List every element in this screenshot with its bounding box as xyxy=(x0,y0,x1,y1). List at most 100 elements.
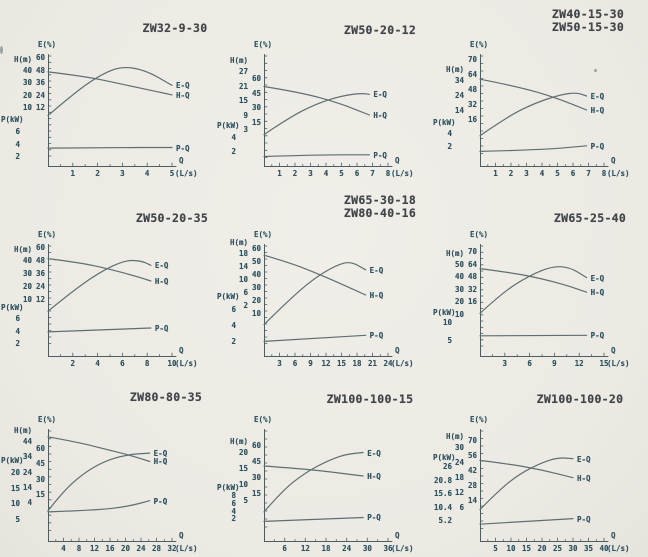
x-unit-label: (L/s) xyxy=(607,544,630,553)
h-axis-label: H(m) xyxy=(229,437,248,446)
chart-title: ZW80-80-35 xyxy=(86,391,246,404)
chart-title-line: ZW50-20-12 xyxy=(343,23,417,37)
curve-hq-line xyxy=(47,258,152,282)
e-axis-tick: 60 xyxy=(251,244,261,253)
e-axis-tick: 64 xyxy=(467,70,477,79)
axes xyxy=(48,244,177,357)
e-axis-tick: 40 xyxy=(251,270,261,279)
chart-title-line: ZW50-15-30 xyxy=(551,20,625,34)
curve-label-eq: E-Q xyxy=(176,81,190,91)
x-axis-tick: 16 xyxy=(105,544,115,553)
e-axis-tick: 14 xyxy=(467,496,477,505)
p-axis-tick: 2 xyxy=(447,142,452,151)
e-axis-label: E(%) xyxy=(37,415,56,424)
x-unit-label: (L/s) xyxy=(391,359,414,368)
h-axis-tick: 21 xyxy=(238,81,248,91)
e-axis-tick: 30 xyxy=(35,474,45,484)
e-axis-label: E(%) xyxy=(469,40,488,49)
x-axis-tick: 30 xyxy=(568,544,578,553)
curve-pq-line xyxy=(263,334,367,342)
h-axis-tick: 30 xyxy=(22,78,32,87)
x-axis-tick: 6 xyxy=(527,359,532,368)
x-axis-tick: 4 xyxy=(95,359,100,368)
p-axis-label: P(kW) xyxy=(433,308,456,317)
p-axis-tick: 6 xyxy=(15,127,20,136)
h-axis-tick: 10 xyxy=(238,275,248,284)
p-axis-label: P(kW) xyxy=(433,453,456,462)
h-axis-tick: 5 xyxy=(243,496,248,505)
h-axis-tick: 24 xyxy=(22,467,32,477)
x-axis-tick: 3 xyxy=(277,359,282,368)
p-axis-tick: 5.2 xyxy=(438,516,452,525)
curve-pq-line xyxy=(263,154,370,158)
curve-eq-line xyxy=(263,93,370,136)
e-axis-tick: 42 xyxy=(467,466,477,475)
x-unit-label: (L/s) xyxy=(607,169,630,178)
p-axis-tick: 10 xyxy=(442,318,452,327)
e-axis-tick: 48 xyxy=(35,256,45,265)
x-unit-label: (L/s) xyxy=(391,544,414,553)
p-axis-tick: 20 xyxy=(10,468,20,477)
h-axis-tick: 15 xyxy=(238,96,248,105)
x-axis-tick: 5 xyxy=(555,169,560,178)
x-axis-tick: 4 xyxy=(144,169,150,178)
x-axis-ticks xyxy=(487,162,605,167)
chart-title: ZW100-100-15 xyxy=(290,393,450,406)
p-axis-label: P(kW) xyxy=(217,483,240,492)
h-axis-tick: 2 xyxy=(243,301,248,310)
h-axis-tick: 10 xyxy=(22,295,32,304)
pump-chart-zw40-15-30: ZW40-15-30 ZW50-15-30 E(%) 70 64 48 32 16 H(m) 34… xyxy=(432,0,648,190)
plot-area xyxy=(263,54,393,167)
curve-label-hq: H-Q xyxy=(154,276,169,286)
e-axis-label: E(%) xyxy=(253,40,272,49)
p-axis-tick: 2 xyxy=(231,146,236,156)
h-axis-tick: 20 xyxy=(22,282,32,291)
scan-artifact xyxy=(594,69,597,72)
h-axis-tick: 10 xyxy=(454,309,464,319)
e-axis-tick: 20 xyxy=(251,296,261,305)
e-axis-label: E(%) xyxy=(253,230,272,239)
e-axis-tick: 36 xyxy=(35,78,45,87)
e-axis-tick: 30 xyxy=(251,103,261,112)
q-axis-label: Q xyxy=(395,531,400,540)
p-axis-tick: 10.4 xyxy=(433,502,452,512)
x-axis-tick: 5 xyxy=(339,169,344,178)
x-axis-tick: 4 xyxy=(323,169,329,178)
h-axis-tick: 6 xyxy=(243,288,248,297)
pump-chart-zw32-9-30: ZW32-9-30 E(%) 60 48 36 24 12 H(m) 40 30 20 10 P(kW)… xyxy=(0,0,216,190)
h-axis-tick: 30 xyxy=(22,269,32,278)
x-axis-ticks xyxy=(60,162,173,167)
h-axis-label: H(m) xyxy=(13,245,32,254)
curve-label-eq: E-Q xyxy=(590,273,605,283)
x-axis-tick: 3 xyxy=(502,359,508,368)
x-axis-tick: 4 xyxy=(539,169,545,178)
e-axis-label: E(%) xyxy=(37,230,56,239)
h-axis-label: H(m) xyxy=(445,432,464,441)
chart-title: ZW40-15-30 ZW50-15-30 xyxy=(508,8,648,34)
curve-pq-line xyxy=(47,500,151,513)
x-axis-tick: 28 xyxy=(151,544,162,553)
pump-chart-zw65-25-40: ZW65-25-40 E(%) 70 64 48 32 16 H(m) 50 40 30 20 10 P(… xyxy=(432,190,648,380)
x-axis-tick: 7 xyxy=(586,169,591,178)
p-axis-tick: 5 xyxy=(15,514,20,524)
p-axis-tick: 4 xyxy=(447,129,452,138)
chart-title-line: ZW40-15-30 xyxy=(551,7,625,21)
curve-hq-line xyxy=(263,85,370,116)
h-axis-tick: 27 xyxy=(238,67,248,76)
x-axis-tick: 8 xyxy=(76,544,82,553)
x-axis-tick: 9 xyxy=(552,359,557,368)
plot-area xyxy=(47,429,177,542)
curve-label-pq: P-Q xyxy=(154,324,169,333)
x-axis-tick: 2 xyxy=(95,169,100,178)
x-axis-tick: 24 xyxy=(136,544,146,553)
curve-label-pq: P-Q xyxy=(373,150,387,160)
x-unit-label: (L/s) xyxy=(607,359,630,368)
chart-title-line: ZW100-100-20 xyxy=(536,392,624,406)
e-axis-tick: 15 xyxy=(251,117,261,127)
x-axis-tick: 5 xyxy=(169,169,175,178)
plot-area xyxy=(263,244,393,357)
p-axis-tick: 6 xyxy=(15,314,20,323)
q-axis-label: Q xyxy=(179,531,184,540)
p-axis-tick: 2 xyxy=(231,337,236,346)
axes xyxy=(264,429,393,542)
